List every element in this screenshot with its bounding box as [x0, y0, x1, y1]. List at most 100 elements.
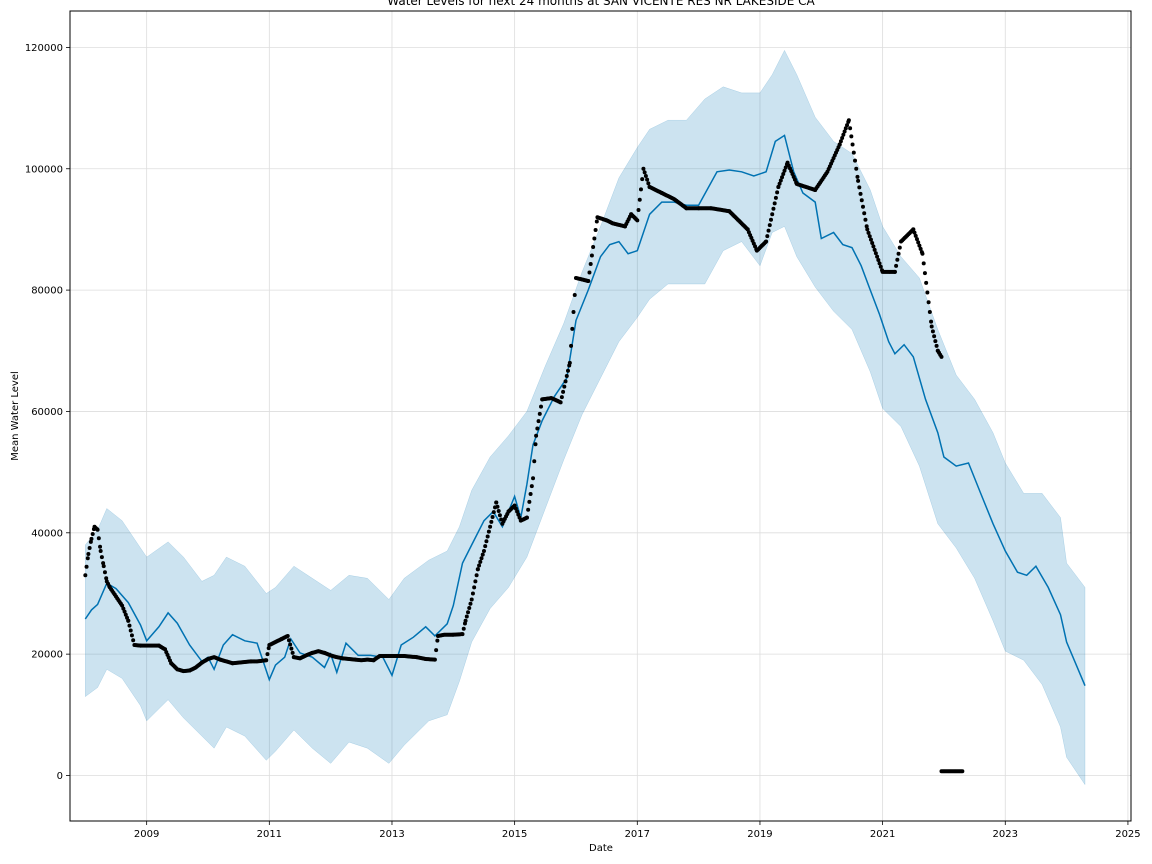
observed-point: [83, 573, 88, 578]
y-tick-label: 40000: [31, 528, 63, 539]
observed-point: [894, 263, 899, 268]
observed-point: [435, 638, 440, 643]
observed-point: [838, 139, 843, 144]
observed-point: [129, 633, 134, 638]
x-tick-label: 2015: [502, 829, 527, 840]
observed-point: [589, 253, 594, 258]
observed-point: [588, 262, 593, 267]
observed-point: [770, 212, 775, 217]
observed-point: [920, 251, 925, 256]
observed-point: [641, 166, 646, 171]
observed-point: [845, 123, 850, 128]
observed-point: [926, 300, 931, 305]
observed-point: [489, 519, 494, 524]
observed-point: [865, 227, 870, 232]
x-tick-label: 2025: [1115, 829, 1140, 840]
observed-point: [104, 576, 109, 581]
observed-point: [897, 245, 902, 250]
observed-point: [782, 168, 787, 173]
observed-point: [911, 227, 916, 232]
observed-point: [558, 400, 563, 405]
observed-point: [766, 228, 771, 233]
observed-point: [474, 573, 479, 578]
observed-point: [848, 126, 853, 131]
observed-point: [432, 657, 437, 662]
observed-point: [484, 539, 489, 544]
observed-point: [594, 219, 599, 224]
observed-point: [537, 411, 542, 416]
observed-point: [841, 132, 846, 137]
observed-point: [857, 185, 862, 190]
observed-point: [497, 513, 502, 518]
observed-point: [924, 280, 929, 285]
observed-point: [475, 567, 480, 572]
observed-point: [87, 545, 92, 550]
observed-point: [912, 230, 917, 235]
observed-point: [529, 484, 534, 489]
observed-point: [916, 240, 921, 245]
observed-points: [83, 118, 965, 774]
y-tick-label: 60000: [31, 407, 63, 418]
observed-point: [866, 230, 871, 235]
x-axis: 2009 2011 2013 2015 2017 2019 2021 2023 2025: [134, 821, 1141, 840]
observed-point: [126, 618, 131, 623]
observed-point: [524, 515, 529, 520]
observed-point: [846, 118, 851, 123]
observed-point: [878, 264, 883, 269]
observed-point: [571, 309, 576, 314]
observed-point: [470, 591, 475, 596]
x-axis-title: Date: [589, 843, 613, 854]
observed-point: [864, 224, 869, 229]
observed-point: [939, 354, 944, 359]
observed-point: [917, 243, 922, 248]
observed-point: [960, 769, 965, 774]
observed-point: [922, 271, 927, 276]
observed-point: [468, 601, 473, 606]
observed-point: [929, 319, 934, 324]
observed-point: [925, 290, 930, 295]
observed-point: [265, 652, 270, 657]
observed-point: [778, 178, 783, 183]
observed-point: [533, 442, 538, 447]
observed-point: [561, 389, 566, 394]
observed-point: [527, 499, 532, 504]
observed-point: [490, 515, 495, 520]
observed-point: [771, 206, 776, 211]
observed-point: [102, 570, 107, 575]
observed-point: [479, 556, 484, 561]
observed-point: [491, 510, 496, 515]
observed-point: [526, 507, 531, 512]
observed-point: [934, 343, 939, 348]
x-tick-label: 2023: [993, 829, 1018, 840]
observed-point: [645, 177, 650, 182]
observed-point: [434, 648, 439, 653]
observed-point: [780, 175, 785, 180]
observed-point: [635, 218, 640, 223]
x-tick-label: 2017: [625, 829, 650, 840]
observed-point: [473, 579, 478, 584]
observed-point: [85, 556, 90, 561]
chart-title: Water Levels for next 24 months at SAN V…: [387, 0, 815, 8]
observed-point: [646, 181, 651, 186]
observed-point: [534, 433, 539, 438]
observed-point: [872, 247, 877, 252]
observed-point: [781, 172, 786, 177]
x-tick-label: 2009: [134, 829, 159, 840]
observed-point: [535, 426, 540, 431]
observed-point: [96, 536, 101, 541]
observed-point: [643, 174, 648, 179]
observed-point: [851, 150, 856, 155]
observed-point: [569, 343, 574, 348]
y-axis-title: Mean Water Level: [10, 371, 21, 461]
x-tick-label: 2019: [747, 829, 772, 840]
observed-point: [123, 612, 128, 617]
observed-point: [516, 512, 521, 517]
observed-point: [593, 228, 598, 233]
observed-point: [767, 223, 772, 228]
observed-point: [486, 529, 491, 534]
observed-point: [467, 606, 472, 611]
observed-point: [513, 506, 518, 511]
observed-point: [84, 564, 89, 569]
observed-point: [461, 626, 466, 631]
observed-point: [572, 292, 577, 297]
